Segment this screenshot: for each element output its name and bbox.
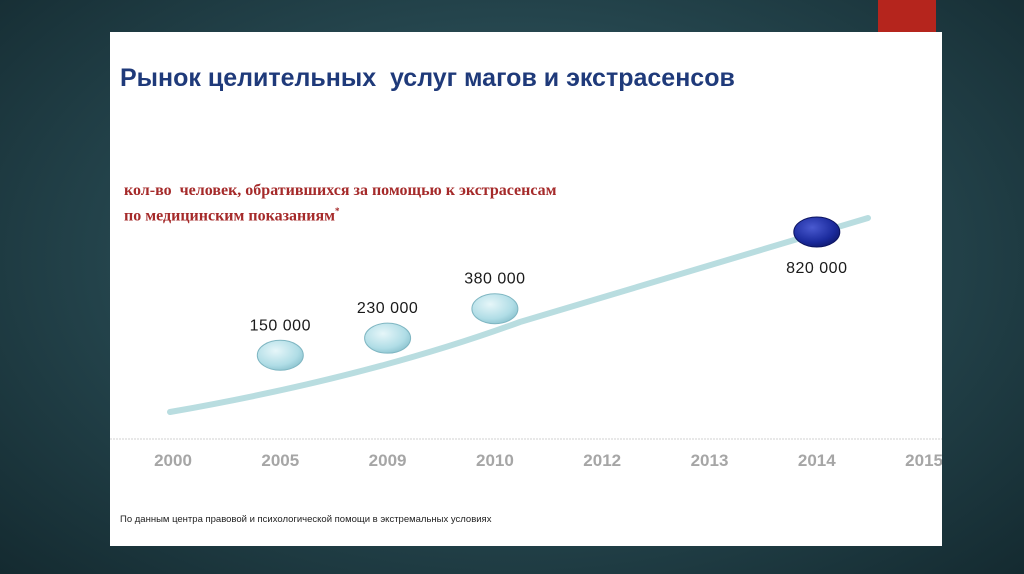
page-title: Рынок целительных услуг магов и экстрасе… bbox=[120, 64, 735, 92]
source-note: По данным центра правовой и психологичес… bbox=[120, 514, 492, 525]
footnote-mark: * bbox=[335, 206, 340, 216]
x-tick-2005: 2005 bbox=[261, 451, 299, 470]
x-tick-2015: 2015 bbox=[905, 451, 942, 470]
data-point-2009 bbox=[364, 322, 412, 354]
x-tick-2012: 2012 bbox=[583, 451, 621, 470]
data-point-2014 bbox=[793, 216, 841, 248]
data-label-2014: 820 000 bbox=[786, 260, 847, 277]
chart-subtitle: кол-во человек, обратившихся за помощью … bbox=[124, 180, 764, 226]
data-label-2005: 150 000 bbox=[250, 317, 311, 334]
x-tick-2000: 2000 bbox=[154, 451, 192, 470]
subtitle-line-1: кол-во человек, обратившихся за помощью … bbox=[124, 182, 557, 199]
x-tick-2009: 2009 bbox=[369, 451, 407, 470]
x-tick-2014: 2014 bbox=[798, 451, 836, 470]
data-label-2009: 230 000 bbox=[357, 300, 418, 317]
data-point-2010 bbox=[471, 293, 519, 325]
slide: 2000 2005 2009 2010 2012 2013 2014 2015 150 000… bbox=[110, 32, 942, 546]
x-tick-2013: 2013 bbox=[691, 451, 729, 470]
data-label-2010: 380 000 bbox=[464, 271, 525, 288]
accent-bar bbox=[878, 0, 936, 32]
subtitle-line-2: по медицинским показаниям bbox=[124, 207, 336, 225]
trend-line bbox=[167, 215, 871, 415]
data-point-2005 bbox=[256, 339, 304, 371]
chart: 2000 2005 2009 2010 2012 2013 2014 2015 150 000… bbox=[110, 215, 942, 470]
x-tick-2010: 2010 bbox=[476, 451, 514, 470]
